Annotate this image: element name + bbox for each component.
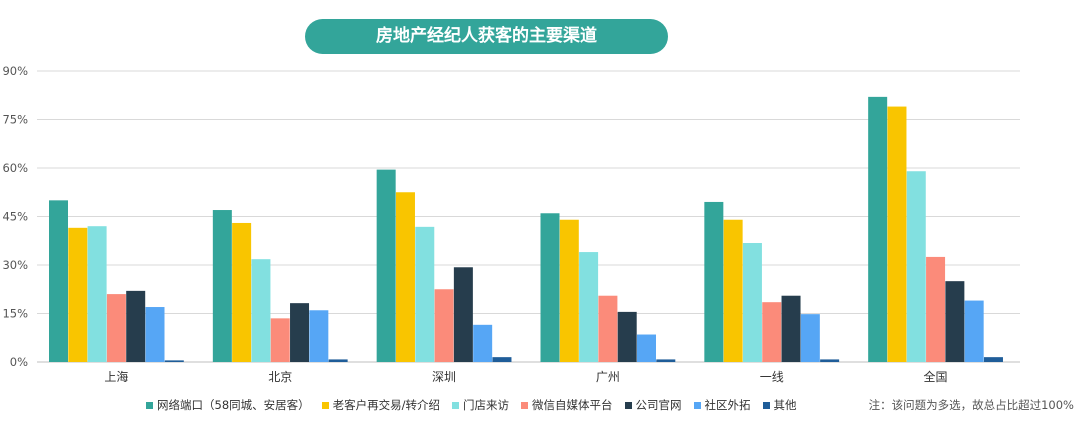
x-tick-label: 上海	[104, 369, 128, 384]
x-tick-label: 北京	[268, 370, 292, 384]
y-tick-label: 60%	[2, 161, 28, 175]
legend-label: 微信自媒体平台	[532, 398, 613, 412]
legend-item: 社区外拓	[693, 397, 751, 413]
bar	[945, 281, 965, 362]
y-tick-label: 30%	[2, 258, 28, 272]
chart-title: 房地产经纪人获客的主要渠道	[305, 19, 668, 54]
bar	[579, 252, 599, 362]
bar	[473, 324, 493, 362]
legend-label: 网络端口（58同城、安居客）	[157, 398, 310, 412]
bar	[887, 106, 907, 362]
y-tick-label: 90%	[2, 64, 28, 78]
legend-label: 社区外拓	[704, 398, 751, 412]
bar	[559, 219, 579, 362]
bar	[742, 243, 762, 362]
bar	[87, 226, 107, 362]
bar	[328, 359, 348, 362]
bar	[270, 318, 290, 362]
bar	[656, 359, 676, 362]
bar	[926, 256, 946, 362]
bar	[49, 200, 68, 362]
legend-item: 其他	[762, 397, 797, 413]
legend-swatch	[624, 401, 632, 409]
bar	[723, 219, 743, 362]
bar	[415, 226, 435, 362]
legend-label: 老客户再交易/转介绍	[332, 398, 441, 412]
bar	[106, 294, 126, 362]
chart-note: 注：该问题为多选，故总占比超过100%	[868, 398, 1074, 412]
legend-swatch	[693, 401, 701, 409]
bar	[453, 267, 473, 362]
x-tick-label: 深圳	[432, 370, 456, 384]
bar	[704, 201, 724, 362]
legend-item: 门店来访	[452, 397, 509, 413]
legend-swatch	[146, 401, 153, 409]
legend-swatch	[762, 401, 770, 409]
legend-item: 公司官网	[624, 397, 682, 413]
bar	[540, 213, 560, 362]
legend-swatch	[452, 401, 460, 409]
bar	[232, 222, 252, 362]
bar	[145, 307, 165, 362]
bar	[395, 192, 415, 362]
legend-swatch	[521, 401, 529, 409]
bar	[820, 359, 840, 362]
bar	[68, 227, 88, 362]
y-tick-label: 45%	[2, 210, 28, 224]
bar	[906, 171, 926, 362]
x-tick-label: 一线	[760, 370, 784, 384]
x-tick-label: 广州	[596, 370, 620, 384]
bar	[492, 357, 512, 362]
legend-label: 门店来访	[463, 398, 510, 412]
bar	[309, 310, 329, 362]
legend-label: 其他	[773, 398, 797, 412]
y-tick-label: 15%	[2, 307, 28, 321]
legend-swatch	[321, 401, 329, 409]
bar	[290, 303, 310, 362]
bar	[617, 311, 637, 362]
bar	[800, 314, 820, 362]
y-tick-label: 0%	[10, 355, 28, 369]
y-tick-label: 75%	[2, 113, 28, 127]
bar	[868, 96, 888, 362]
legend-item: 微信自媒体平台	[521, 397, 613, 413]
bar	[434, 289, 454, 362]
bar	[983, 357, 1003, 362]
bar	[251, 259, 271, 362]
legend-item: 网络端口（58同城、安居客）	[146, 397, 310, 413]
bar	[762, 302, 782, 362]
legend: 网络端口（58同城、安居客） 老客户再交易/转介绍 门店来访 微信自媒体平台 公司官网 社…	[146, 397, 809, 413]
bar	[598, 295, 618, 362]
bar	[637, 334, 656, 362]
bar	[964, 300, 984, 362]
legend-item: 老客户再交易/转介绍	[321, 397, 441, 413]
legend-label: 公司官网	[635, 398, 682, 412]
bar	[781, 295, 801, 362]
x-tick-label: 全国	[924, 369, 948, 384]
bar	[212, 210, 232, 362]
bar	[164, 360, 184, 362]
bar	[126, 290, 146, 362]
bar	[376, 169, 396, 362]
